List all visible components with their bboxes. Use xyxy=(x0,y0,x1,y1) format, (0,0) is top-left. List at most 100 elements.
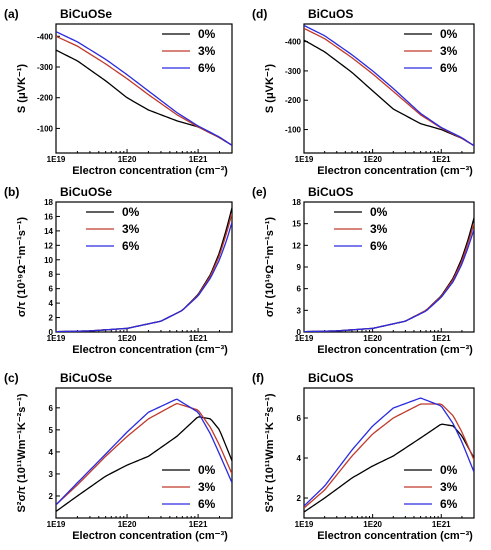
x-tick-label: 1E19 xyxy=(47,334,66,343)
x-tick-label: 1E20 xyxy=(118,520,137,529)
panel-title: BiCuOS xyxy=(308,371,353,385)
series-line-0pct xyxy=(304,423,474,513)
series-line-3pct xyxy=(56,213,232,332)
series-line-0pct xyxy=(304,39,474,147)
series-line-6pct xyxy=(56,222,232,332)
legend-label: 3% xyxy=(440,480,458,494)
panel-a: 1E19 1E20 1E21 -100 -200 -300 -400 Electron con… xyxy=(4,7,233,177)
panel-title: BiCuOS xyxy=(308,185,353,199)
legend-label: 0% xyxy=(370,205,388,219)
x-tick-label: 1E20 xyxy=(118,155,137,164)
series-line-6pct xyxy=(304,229,474,332)
legend-label: 3% xyxy=(198,44,216,58)
panel-d: 1E19 1E20 1E21 -100 -200 -300 -400 Electron con… xyxy=(252,7,475,177)
y-tick-label: 15 xyxy=(292,220,301,229)
series-line-6pct xyxy=(304,24,474,147)
y-tick-label: -300 xyxy=(37,63,54,72)
series-line-3pct xyxy=(304,223,474,332)
series-line-3pct xyxy=(56,35,232,146)
y-tick-label: 6 xyxy=(49,404,54,413)
y-tick-label: -100 xyxy=(285,126,302,135)
y-axis-label: S (μVK⁻¹) xyxy=(264,64,276,114)
x-tick-label: 1E19 xyxy=(47,155,66,164)
y-tick-label: 16 xyxy=(44,212,53,221)
series-line-3pct xyxy=(56,402,232,506)
x-tick-label: 1E21 xyxy=(189,155,208,164)
y-tick-label: -400 xyxy=(285,38,302,47)
panel-title: BiCuOS xyxy=(308,7,353,21)
series-line-0pct xyxy=(304,217,474,332)
legend-label: 6% xyxy=(198,497,216,511)
y-tick-label: 0 xyxy=(297,328,302,337)
x-tick-label: 1E21 xyxy=(189,520,208,529)
legend-label: 6% xyxy=(440,61,458,75)
y-tick-label: 18 xyxy=(292,198,301,207)
legend-label: 0% xyxy=(198,27,216,41)
x-tick-label: 1E20 xyxy=(118,334,137,343)
y-tick-label: -300 xyxy=(285,67,302,76)
legend-label: 3% xyxy=(122,222,140,236)
y-tick-label: -400 xyxy=(37,32,54,41)
legend-label: 6% xyxy=(198,61,216,75)
y-tick-label: 2 xyxy=(49,492,54,501)
x-axis-label: Electron concentration (cm⁻³) xyxy=(317,344,473,356)
x-axis-label: Electron concentration (cm⁻³) xyxy=(317,165,473,177)
series-line-6pct xyxy=(56,398,232,506)
panel-c: 1E19 1E20 1E21 2 3 4 5 6 Electron concentration … xyxy=(4,371,233,542)
plot-frame xyxy=(55,387,233,519)
y-tick-label: 14 xyxy=(44,227,53,236)
y-tick-label: 18 xyxy=(44,198,53,207)
series-line-3pct xyxy=(304,403,474,509)
y-tick-label: 4 xyxy=(297,454,302,463)
y-axis-label: S²σ/τ (10¹¹Wm⁻¹K⁻²s⁻¹) xyxy=(264,393,276,512)
y-tick-label: -100 xyxy=(37,124,54,133)
panel-b: 1E19 1E20 1E21 0 2 4 6 8 10 12 14 16 18 Electron conc… xyxy=(4,185,233,356)
x-tick-label: 1E20 xyxy=(363,155,382,164)
plot-frame xyxy=(303,201,475,333)
y-tick-label: 8 xyxy=(49,270,54,279)
panel-e: 1E19 1E20 1E21 0 3 6 9 12 15 18 Electron concentra… xyxy=(252,185,475,356)
x-tick-label: 1E21 xyxy=(432,520,451,529)
x-axis-label: Electron concentration (cm⁻³) xyxy=(72,344,228,356)
legend-label: 6% xyxy=(440,497,458,511)
series-line-0pct xyxy=(56,207,232,332)
y-tick-label: 3 xyxy=(297,306,302,315)
y-tick-label: 6 xyxy=(297,414,302,423)
plot-frame xyxy=(55,201,233,333)
legend-label: 3% xyxy=(198,480,216,494)
x-axis-label: Electron concentration (cm⁻³) xyxy=(317,530,473,542)
y-axis-label: S (μVK⁻¹) xyxy=(16,64,28,114)
y-tick-label: 2 xyxy=(297,494,302,503)
y-tick-label: -200 xyxy=(285,96,302,105)
panel-letter: (a) xyxy=(4,7,19,21)
y-tick-label: 3 xyxy=(49,470,54,479)
legend-label: 0% xyxy=(440,463,458,477)
x-tick-label: 1E19 xyxy=(295,334,314,343)
x-tick-label: 1E21 xyxy=(432,334,451,343)
x-tick-label: 1E21 xyxy=(189,334,208,343)
plot-frame xyxy=(55,23,233,154)
panel-f: 1E19 1E20 1E21 2 4 6 Electron concentration (c… xyxy=(252,371,475,542)
legend-label: 0% xyxy=(440,27,458,41)
y-axis-label: S²σ/τ (10¹¹Wm⁻¹K⁻²s⁻¹) xyxy=(16,393,28,512)
x-tick-label: 1E20 xyxy=(363,520,382,529)
legend-label: 6% xyxy=(370,239,388,253)
y-tick-label: -200 xyxy=(37,94,54,103)
x-tick-label: 1E19 xyxy=(295,155,314,164)
x-tick-label: 1E19 xyxy=(47,520,66,529)
y-axis-label: σ/τ (10¹⁹Ω⁻¹m⁻¹s⁻¹) xyxy=(264,217,276,317)
x-tick-label: 1E20 xyxy=(363,334,382,343)
y-axis-label: σ/τ (10¹⁹Ω⁻¹m⁻¹s⁻¹) xyxy=(16,217,28,317)
plot-frame xyxy=(303,23,475,154)
y-tick-label: 12 xyxy=(44,241,53,250)
y-tick-label: 2 xyxy=(49,314,54,323)
y-tick-label: 0 xyxy=(49,328,54,337)
series-line-6pct xyxy=(304,397,474,507)
panel-title: BiCuOSe xyxy=(60,371,112,385)
x-tick-label: 1E19 xyxy=(295,520,314,529)
y-tick-label: 4 xyxy=(49,299,54,308)
y-tick-label: 6 xyxy=(297,285,302,294)
y-tick-label: 4 xyxy=(49,448,54,457)
panel-title: BiCuOSe xyxy=(60,185,112,199)
